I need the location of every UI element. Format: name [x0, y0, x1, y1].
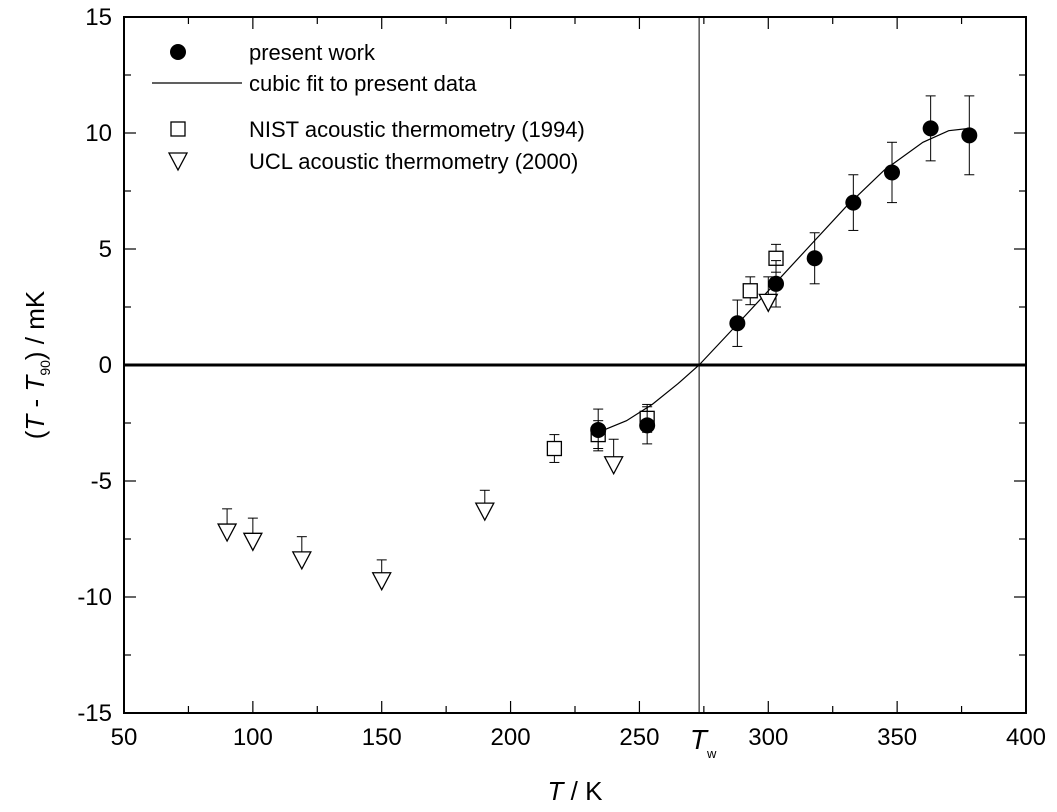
y-axis-title-symbol-2: T	[20, 374, 50, 392]
y-tick-label: -5	[91, 468, 112, 495]
present-work-point	[590, 421, 607, 438]
legend-marker	[167, 152, 189, 172]
y-tick-label: 5	[99, 236, 112, 263]
legend-marker	[170, 121, 186, 137]
reference-line-label: Tw	[690, 724, 717, 761]
legend-label: NIST acoustic thermometry (1994)	[249, 117, 585, 142]
cubic-fit-line	[597, 127, 970, 433]
tick-labels: 50 100 150 200 250 300 350 400 -15 -10 -5 0 5 10 15	[77, 4, 1046, 751]
present-work-point	[961, 127, 978, 144]
x-axis-title-symbol: T	[548, 776, 566, 806]
y-axis-title-symbol-1: T	[20, 413, 50, 431]
present-work-point	[883, 164, 900, 181]
legend: present work cubic fit to present data NIS…	[152, 40, 585, 174]
ucl-point	[291, 551, 312, 571]
x-tick-label: 300	[748, 724, 788, 751]
x-tick-label: 400	[1006, 724, 1046, 751]
legend-marker	[170, 44, 186, 60]
present-work-point	[845, 194, 862, 211]
data-marks	[217, 95, 978, 592]
present-work-point	[639, 417, 656, 434]
ucl-point	[474, 502, 495, 522]
y-tick-label: -15	[77, 700, 112, 727]
legend-label: present work	[249, 40, 376, 65]
x-axis-title-unit: / K	[563, 776, 603, 806]
present-work-point	[922, 120, 939, 137]
y-tick-label: 0	[99, 352, 112, 379]
x-tick-label: 50	[111, 724, 138, 751]
present-work-point	[768, 275, 785, 292]
x-tick-label: 250	[619, 724, 659, 751]
x-axis-title: T / K	[548, 776, 604, 806]
y-tick-label: 15	[85, 4, 112, 31]
present-work-point	[729, 315, 746, 332]
y-tick-label: 10	[85, 120, 112, 147]
nist-point	[546, 440, 563, 457]
reference-line-label-sub: w	[706, 746, 717, 761]
y-axis-title-minus: -	[20, 392, 50, 415]
y-axis-title: (T - T90) / mK	[20, 290, 53, 439]
ucl-point	[603, 456, 624, 476]
y-axis-title-unit: ) / mK	[20, 290, 50, 360]
ucl-point	[371, 572, 392, 592]
ucl-point	[758, 293, 779, 313]
legend-label: UCL acoustic thermometry (2000)	[249, 149, 578, 174]
nist-point	[742, 283, 758, 299]
ucl-point	[217, 523, 238, 543]
present-work-point	[806, 250, 823, 267]
reference-line-label-symbol: T	[690, 724, 709, 755]
x-tick-label: 100	[233, 724, 273, 751]
x-tick-label: 200	[491, 724, 531, 751]
x-tick-label: 350	[877, 724, 917, 751]
x-tick-label: 150	[362, 724, 402, 751]
y-tick-label: -10	[77, 584, 112, 611]
legend-label: cubic fit to present data	[249, 71, 477, 96]
y-axis-title-subscript: 90	[37, 360, 53, 376]
y-axis-title-open: (	[20, 430, 50, 439]
ucl-point	[242, 532, 263, 552]
